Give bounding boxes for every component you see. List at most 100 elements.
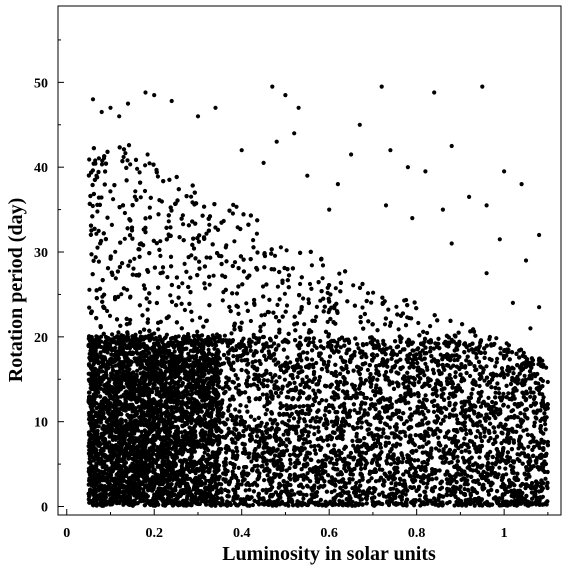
data-point <box>223 245 228 250</box>
data-point <box>128 317 133 323</box>
data-point <box>401 456 406 461</box>
data-point <box>490 461 495 466</box>
data-point <box>455 454 460 459</box>
data-point <box>259 313 264 318</box>
data-point <box>207 222 212 227</box>
data-point <box>497 391 502 396</box>
data-point <box>261 378 267 383</box>
data-point <box>307 281 313 287</box>
data-point <box>526 444 531 449</box>
data-point <box>403 394 408 399</box>
data-point <box>207 282 212 287</box>
data-point <box>503 466 508 471</box>
data-point <box>335 340 340 345</box>
data-point <box>311 388 316 393</box>
data-point <box>94 231 99 236</box>
data-point <box>518 417 524 422</box>
data-point <box>432 90 437 95</box>
data-point <box>388 462 393 467</box>
data-point <box>431 371 436 376</box>
data-point <box>301 296 306 301</box>
data-point <box>472 364 477 369</box>
data-point <box>305 173 310 178</box>
data-point <box>333 286 338 291</box>
data-point <box>182 261 187 266</box>
data-point <box>349 152 354 157</box>
data-point <box>265 407 270 412</box>
data-point <box>270 84 275 89</box>
data-point <box>105 308 110 314</box>
data-point <box>482 429 487 435</box>
data-point <box>521 446 527 451</box>
data-point <box>113 249 118 254</box>
data-point <box>165 275 170 280</box>
data-point <box>534 416 539 421</box>
data-point <box>301 496 306 501</box>
data-point <box>231 354 236 359</box>
data-point <box>368 397 374 402</box>
data-point <box>425 367 430 372</box>
data-point <box>225 344 231 349</box>
data-point <box>497 237 502 242</box>
data-point <box>344 497 349 502</box>
data-point <box>158 253 163 258</box>
data-point <box>318 497 323 502</box>
data-point <box>490 399 495 405</box>
data-point <box>244 301 249 306</box>
data-point <box>189 194 194 199</box>
data-point <box>294 387 299 392</box>
data-point <box>482 378 487 383</box>
data-point <box>338 355 343 360</box>
data-point <box>260 392 265 397</box>
data-point <box>369 476 374 481</box>
data-point <box>211 273 216 278</box>
data-point <box>506 391 511 396</box>
data-point <box>501 391 506 396</box>
data-point <box>128 162 133 167</box>
data-point <box>528 326 533 331</box>
data-point <box>506 404 511 409</box>
data-point <box>486 492 491 497</box>
data-point <box>455 417 460 422</box>
data-point <box>141 283 146 288</box>
data-point <box>190 318 195 323</box>
data-point <box>288 360 293 365</box>
data-point <box>247 487 252 492</box>
data-point <box>438 486 443 492</box>
data-point <box>305 350 310 355</box>
data-point <box>352 408 357 413</box>
data-point <box>386 307 391 312</box>
data-point <box>232 260 238 265</box>
data-point <box>87 305 92 310</box>
data-point <box>273 357 278 362</box>
plot-frame <box>57 5 562 516</box>
data-point <box>396 327 401 332</box>
data-point <box>418 467 423 472</box>
data-point <box>168 225 173 230</box>
data-point <box>247 399 252 404</box>
data-point <box>309 263 314 268</box>
data-point <box>232 432 237 437</box>
data-point <box>364 342 369 347</box>
data-point <box>320 263 326 268</box>
data-point <box>241 433 246 438</box>
data-point <box>121 154 126 160</box>
data-point <box>155 174 160 179</box>
data-point <box>266 427 271 432</box>
data-point <box>543 422 548 427</box>
data-point <box>169 98 174 104</box>
data-point <box>493 364 498 369</box>
data-point <box>224 450 229 455</box>
data-point <box>502 375 507 380</box>
data-point <box>111 197 116 202</box>
data-point <box>492 437 497 442</box>
data-point <box>251 238 256 243</box>
data-point <box>292 131 297 136</box>
data-point <box>116 330 121 335</box>
data-point <box>286 418 291 423</box>
data-point <box>452 358 457 363</box>
data-point <box>442 405 447 410</box>
data-point <box>155 386 160 391</box>
data-point <box>298 335 303 340</box>
data-point <box>480 84 485 89</box>
